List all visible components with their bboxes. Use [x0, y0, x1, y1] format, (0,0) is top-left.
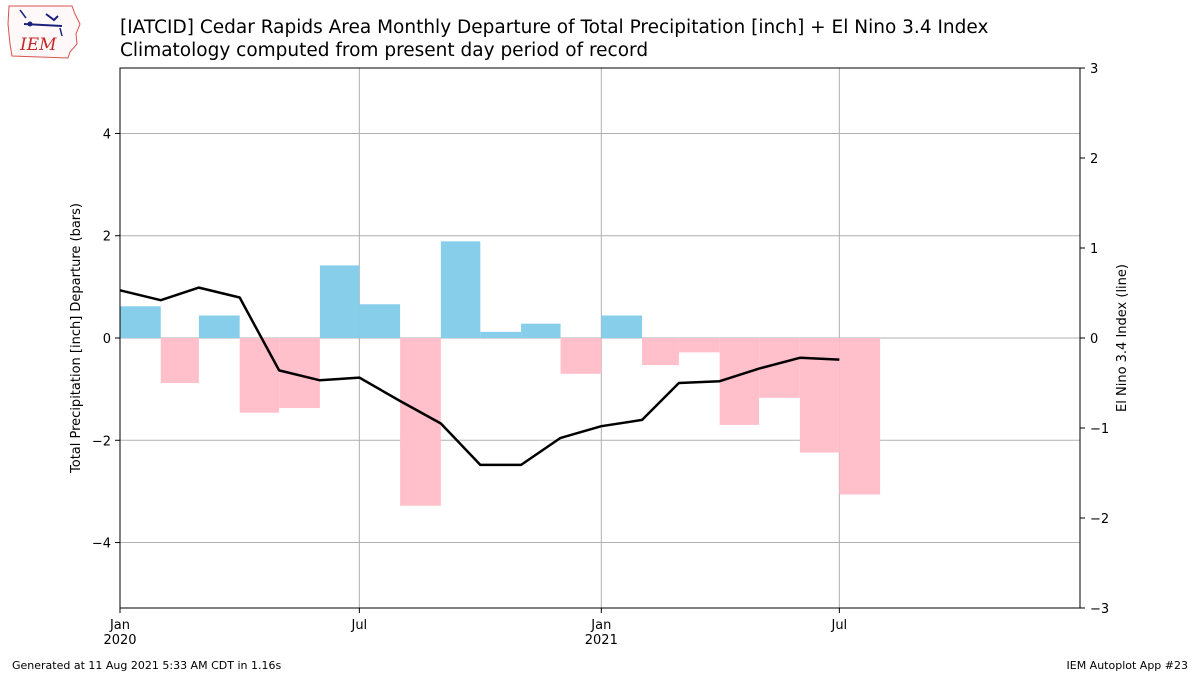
- precip-bar: [480, 331, 522, 338]
- y-left-tick-label: 4: [103, 127, 111, 142]
- precip-bar: [839, 338, 881, 495]
- enso-line: [119, 286, 840, 467]
- x-tick-label: Jul: [830, 618, 847, 633]
- x-tick-label: Jan: [590, 618, 611, 633]
- precip-bar: [440, 241, 481, 338]
- app-credit: IEM Autoplot App #23: [1066, 659, 1189, 672]
- precip-bar: [521, 323, 561, 338]
- y-left-tick-label: 0: [103, 332, 111, 347]
- enso-line-layer: [119, 286, 840, 467]
- precip-bar: [319, 265, 360, 338]
- y-right-tick-label: 3: [1090, 62, 1098, 77]
- title-line-1: [IATCID] Cedar Rapids Area Monthly Depar…: [120, 17, 989, 38]
- x-tick-label: Jul: [350, 618, 367, 633]
- precip-bar: [120, 306, 161, 338]
- precip-bar: [198, 315, 240, 338]
- y-right-tick-label: −2: [1090, 512, 1109, 527]
- precip-bar: [719, 338, 760, 425]
- precip-bar: [799, 338, 840, 453]
- x-tick-year-label: 2020: [103, 633, 136, 648]
- y-right-tick-label: 0: [1090, 332, 1098, 347]
- y-left-tick-label: −4: [92, 537, 111, 552]
- title-line-2: Climatology computed from present day pe…: [120, 40, 649, 61]
- iowa-state-outline-icon: IEM: [7, 5, 81, 59]
- precip-bar: [400, 338, 441, 506]
- precip-bar: [359, 304, 401, 338]
- logo-text: IEM: [19, 35, 57, 55]
- x-tick-year-label: 2021: [585, 633, 618, 648]
- precip-bar: [642, 338, 679, 366]
- precip-bar: [239, 338, 280, 413]
- y-right-tick-label: −1: [1090, 422, 1109, 437]
- y-right-tick-label: 1: [1090, 242, 1098, 257]
- precip-bar: [560, 338, 602, 374]
- generated-timestamp: Generated at 11 Aug 2021 5:33 AM CDT in …: [12, 659, 282, 672]
- precip-bar: [678, 338, 720, 353]
- y-axis-left-label: Total Precipitation [inch] Departure (ba…: [69, 203, 84, 474]
- y-axis-right-label: El Nino 3.4 Index (line): [1115, 264, 1130, 412]
- precip-bars: [120, 241, 881, 506]
- precip-bar: [160, 338, 199, 383]
- iem-logo: IEM: [6, 4, 84, 64]
- chart-title: [IATCID] Cedar Rapids Area Monthly Depar…: [120, 16, 988, 62]
- x-tick-label: Jan: [109, 618, 130, 633]
- y-left-tick-label: 2: [103, 230, 111, 245]
- y-right-tick-label: −3: [1090, 602, 1109, 617]
- y-left-tick-label: −2: [92, 434, 111, 449]
- precip-bar: [601, 315, 643, 338]
- y-right-tick-label: 2: [1090, 152, 1098, 167]
